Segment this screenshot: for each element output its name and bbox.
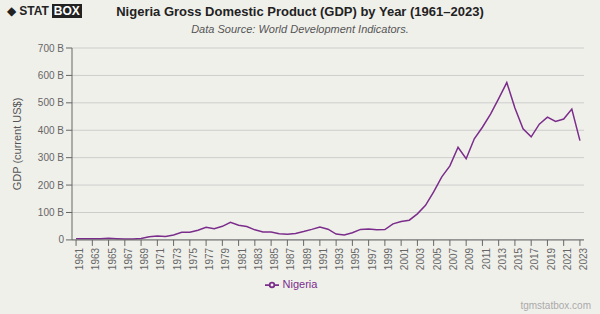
svg-text:1975: 1975 (188, 247, 199, 270)
svg-text:1991: 1991 (318, 247, 329, 270)
svg-text:1985: 1985 (269, 247, 280, 270)
svg-text:2005: 2005 (432, 247, 443, 270)
svg-text:100 B: 100 B (38, 207, 64, 218)
svg-text:2011: 2011 (481, 247, 492, 269)
svg-text:1981: 1981 (237, 247, 248, 270)
svg-text:GDP (current US$): GDP (current US$) (11, 98, 23, 191)
svg-text:1965: 1965 (107, 247, 118, 270)
html-text:tgmstatbox.com: tgmstatbox.com (520, 300, 591, 311)
svg-text:400 B: 400 B (38, 125, 64, 136)
svg-text:2017: 2017 (529, 247, 540, 270)
svg-text:2023: 2023 (578, 247, 589, 270)
svg-text:1977: 1977 (204, 247, 215, 270)
svg-text:1967: 1967 (123, 247, 134, 270)
svg-text:2019: 2019 (546, 247, 557, 270)
svg-text:500 B: 500 B (38, 97, 64, 108)
html-text:Data Source: World Development: Data Source: World Development Indicator… (191, 23, 409, 35)
svg-text:1987: 1987 (285, 247, 296, 270)
svg-text:1997: 1997 (367, 247, 378, 270)
svg-text:1989: 1989 (302, 247, 313, 270)
svg-text:1979: 1979 (220, 247, 231, 270)
svg-text:1963: 1963 (90, 247, 101, 270)
svg-text:1969: 1969 (139, 247, 150, 270)
svg-text:700 B: 700 B (38, 43, 64, 54)
svg-text:2021: 2021 (562, 247, 573, 270)
svg-text:1995: 1995 (350, 247, 361, 270)
svg-text:1961: 1961 (74, 247, 85, 270)
svg-text:2001: 2001 (399, 247, 410, 270)
svg-text:2013: 2013 (497, 247, 508, 270)
svg-text:1993: 1993 (334, 247, 345, 270)
svg-text:2003: 2003 (415, 247, 426, 270)
html-text:Nigeria: Nigeria (282, 277, 318, 290)
html-text:Nigeria Gross Domestic Product: Nigeria Gross Domestic Product (GDP) by … (116, 4, 484, 19)
svg-text:1971: 1971 (155, 247, 166, 270)
svg-text:2015: 2015 (513, 247, 524, 270)
svg-text:0: 0 (58, 234, 64, 245)
svg-text:1973: 1973 (172, 247, 183, 270)
svg-text:1983: 1983 (253, 247, 264, 270)
svg-text:200 B: 200 B (38, 180, 64, 191)
html-text:◆ STAT BOX: ◆ STAT BOX (7, 4, 80, 18)
svg-text:2007: 2007 (448, 247, 459, 270)
svg-text:2009: 2009 (464, 247, 475, 270)
svg-text:1999: 1999 (383, 247, 394, 270)
svg-text:300 B: 300 B (38, 152, 64, 163)
svg-text:600 B: 600 B (38, 70, 64, 81)
